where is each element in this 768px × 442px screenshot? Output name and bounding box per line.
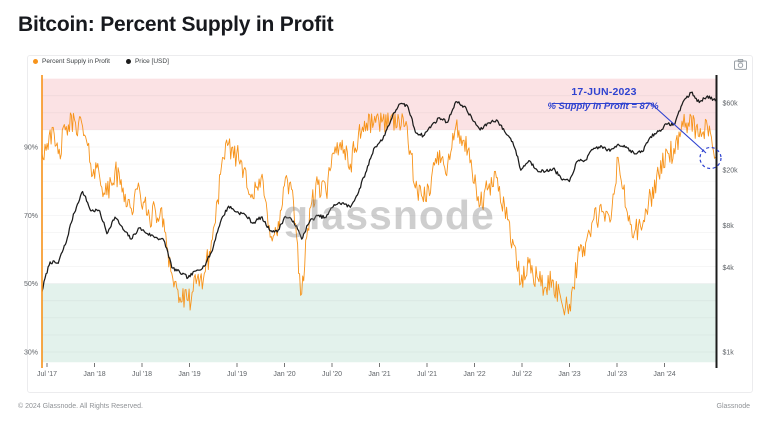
annotation-value-label: % Supply in Profit = 87% <box>547 101 659 112</box>
legend-label: Price [USD] <box>134 58 169 65</box>
footer: © 2024 Glassnode. All Rights Reserved. G… <box>0 395 768 442</box>
legend-item-percent-supply-in-profit[interactable]: Percent Supply in Profit <box>33 58 110 65</box>
camera-icon[interactable] <box>731 56 749 72</box>
legend-label: Percent Supply in Profit <box>42 58 110 65</box>
right-axis-tick-label: $8k <box>723 223 735 230</box>
x-axis-tick-label: Jul '20 <box>322 371 342 378</box>
x-axis-tick-label: Jul '18 <box>132 371 152 378</box>
plot-area[interactable] <box>42 78 716 363</box>
x-axis-tick-label: Jul '17 <box>37 371 57 378</box>
x-axis-tick-label: Jul '19 <box>227 371 247 378</box>
legend-dot-icon <box>33 59 38 64</box>
x-axis-tick-label: Jul '21 <box>417 371 437 378</box>
legend-dot-icon <box>125 59 131 64</box>
x-axis-tick-label: Jan '20 <box>273 371 295 378</box>
chart-legend: Percent Supply in Profit Price [USD] <box>33 58 169 65</box>
right-axis-tick-label: $4k <box>723 265 735 272</box>
low-profit-zone-band <box>42 283 716 363</box>
x-axis-tick-label: Jul '23 <box>607 371 627 378</box>
x-axis-tick-label: Jan '18 <box>83 371 105 378</box>
annotation-leader-line <box>552 102 707 154</box>
page-title: Bitcoin: Percent Supply in Profit <box>18 13 334 36</box>
left-axis-tick-label: 90% <box>24 145 38 152</box>
left-axis-tick-label: 30% <box>24 350 38 357</box>
x-axis-tick-label: Jan '22 <box>463 371 485 378</box>
right-axis-tick-label: $20k <box>723 167 739 174</box>
x-axis-tick-label: Jan '19 <box>178 371 200 378</box>
right-axis-tick-label: $1k <box>723 350 735 357</box>
x-axis-tick-label: Jan '21 <box>368 371 390 378</box>
price-usd-line <box>42 91 716 292</box>
annotation-date: 17-JUN-2023 <box>571 86 637 98</box>
percent-supply-in-profit-line <box>42 112 716 316</box>
left-axis-tick-label: 70% <box>24 213 38 220</box>
x-axis-tick-label: Jan '23 <box>558 371 580 378</box>
annotation-highlight-circle <box>699 146 722 170</box>
legend-item-price-usd[interactable]: Price [USD] <box>125 58 169 65</box>
left-axis-tick-label: 50% <box>24 281 38 288</box>
copyright-text: © 2024 Glassnode. All Rights Reserved. <box>18 403 144 410</box>
right-axis-tick-label: $60k <box>723 101 739 108</box>
x-axis-tick-label: Jul '22 <box>512 371 532 378</box>
brand-text: Glassnode <box>716 403 750 410</box>
x-axis-tick-label: Jan '24 <box>653 371 675 378</box>
